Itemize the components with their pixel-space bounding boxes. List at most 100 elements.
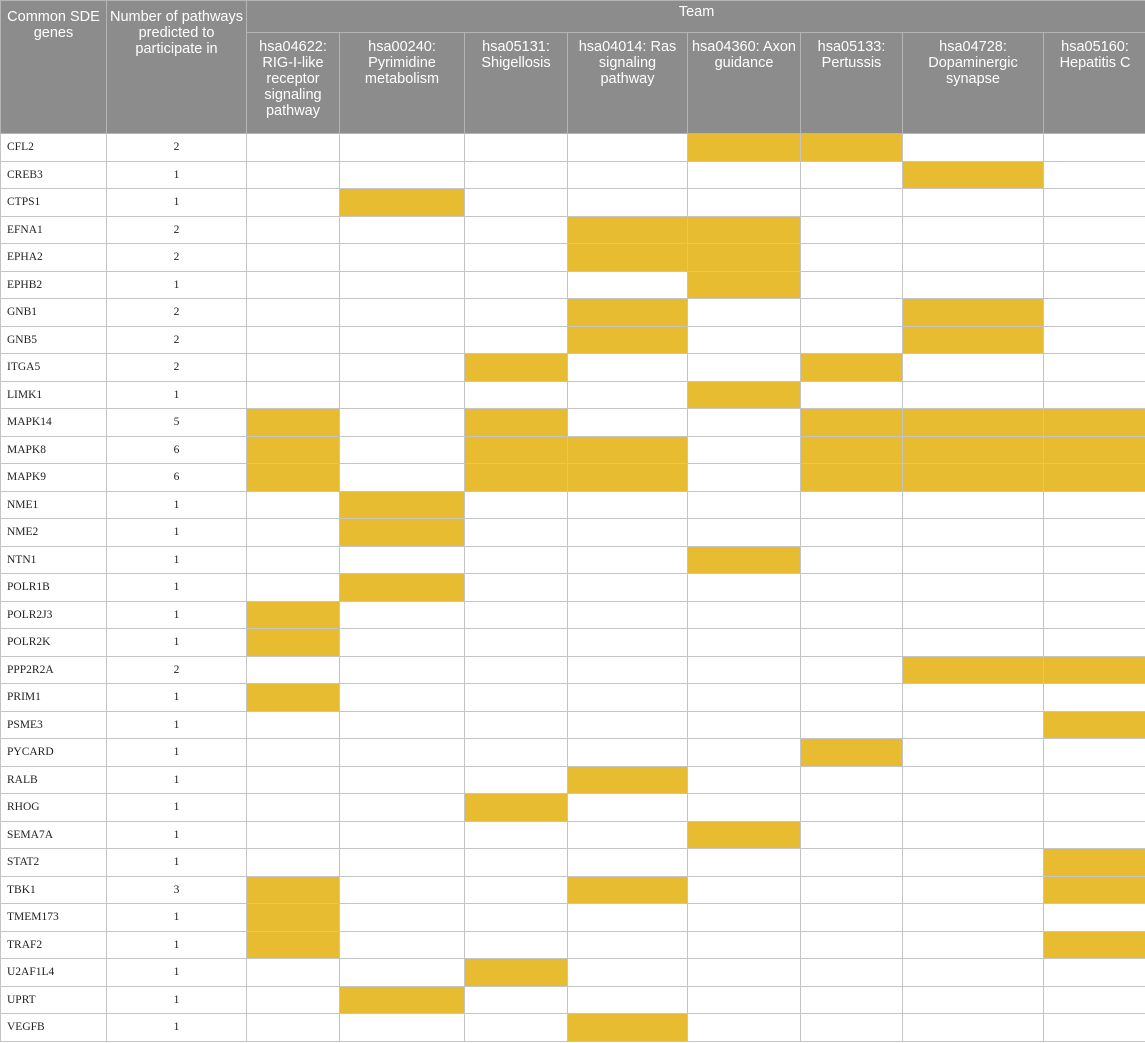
count-cell: 1: [106, 600, 247, 629]
empty-cell: [687, 490, 801, 519]
gene-cell: POLR1B: [0, 573, 107, 602]
highlighted-cell: [1042, 435, 1145, 464]
empty-cell: [464, 243, 568, 272]
empty-cell: [246, 710, 340, 739]
highlighted-cell: [464, 463, 568, 492]
table-row: TRAF2 1: [0, 930, 1145, 959]
empty-cell: [800, 298, 903, 327]
empty-cell: [567, 160, 688, 189]
table-row: UPRT 1: [0, 985, 1145, 1014]
table-row: NTN1 1: [0, 545, 1145, 574]
empty-cell: [1042, 215, 1145, 244]
empty-cell: [902, 985, 1044, 1014]
table-body: CFL2 2 CREB3 1 CTPS1 1 EFNA1 2 EPHA2 2 EPHB2 1 GNB1 2…: [0, 133, 1145, 1042]
highlighted-cell: [339, 985, 465, 1014]
empty-cell: [687, 628, 801, 657]
highlighted-cell: [464, 958, 568, 987]
count-cell: 1: [106, 573, 247, 602]
highlighted-cell: [687, 215, 801, 244]
empty-cell: [246, 793, 340, 822]
gene-cell: RALB: [0, 765, 107, 794]
empty-cell: [567, 628, 688, 657]
empty-cell: [339, 903, 465, 932]
empty-cell: [1042, 600, 1145, 629]
table-row: EFNA1 2: [0, 215, 1145, 244]
empty-cell: [687, 408, 801, 437]
table-row: NME2 1: [0, 518, 1145, 547]
empty-cell: [1042, 133, 1145, 162]
empty-cell: [464, 930, 568, 959]
empty-cell: [1042, 738, 1145, 767]
empty-cell: [339, 793, 465, 822]
gene-cell: TMEM173: [0, 903, 107, 932]
highlighted-cell: [1042, 930, 1145, 959]
pathway-header: hsa04622: RIG-I-like receptor signaling …: [246, 32, 340, 134]
highlighted-cell: [687, 545, 801, 574]
empty-cell: [800, 655, 903, 684]
count-cell: 3: [106, 875, 247, 904]
empty-cell: [902, 628, 1044, 657]
count-cell: 6: [106, 463, 247, 492]
gene-cell: PPP2R2A: [0, 655, 107, 684]
empty-cell: [567, 930, 688, 959]
empty-cell: [246, 545, 340, 574]
empty-cell: [687, 738, 801, 767]
count-cell: 2: [106, 133, 247, 162]
empty-cell: [687, 930, 801, 959]
empty-cell: [902, 765, 1044, 794]
count-cell: 2: [106, 655, 247, 684]
gene-cell: NME1: [0, 490, 107, 519]
empty-cell: [339, 930, 465, 959]
empty-cell: [1042, 353, 1145, 382]
empty-cell: [800, 710, 903, 739]
empty-cell: [687, 985, 801, 1014]
empty-cell: [246, 133, 340, 162]
empty-cell: [800, 573, 903, 602]
empty-cell: [567, 848, 688, 877]
empty-cell: [1042, 628, 1145, 657]
empty-cell: [464, 188, 568, 217]
empty-cell: [339, 738, 465, 767]
gene-cell: CTPS1: [0, 188, 107, 217]
empty-cell: [464, 628, 568, 657]
empty-cell: [902, 738, 1044, 767]
empty-cell: [687, 793, 801, 822]
empty-cell: [1042, 298, 1145, 327]
empty-cell: [687, 160, 801, 189]
highlighted-cell: [902, 435, 1044, 464]
highlighted-cell: [567, 298, 688, 327]
empty-cell: [567, 985, 688, 1014]
empty-cell: [800, 985, 903, 1014]
empty-cell: [339, 628, 465, 657]
highlighted-cell: [687, 270, 801, 299]
highlighted-cell: [800, 133, 903, 162]
highlighted-cell: [1042, 848, 1145, 877]
gene-cell: VEGFB: [0, 1013, 107, 1042]
empty-cell: [687, 325, 801, 354]
empty-cell: [339, 380, 465, 409]
count-cell: 1: [106, 160, 247, 189]
empty-cell: [246, 655, 340, 684]
empty-cell: [567, 353, 688, 382]
empty-cell: [339, 270, 465, 299]
highlighted-cell: [567, 325, 688, 354]
highlighted-cell: [902, 408, 1044, 437]
empty-cell: [339, 683, 465, 712]
table-header: Common SDE genes Number of pathways pred…: [0, 0, 1145, 134]
empty-cell: [902, 1013, 1044, 1042]
empty-cell: [567, 710, 688, 739]
empty-cell: [1042, 573, 1145, 602]
count-cell: 1: [106, 958, 247, 987]
gene-cell: GNB5: [0, 325, 107, 354]
gene-cell: CREB3: [0, 160, 107, 189]
table-row: PSME3 1: [0, 710, 1145, 739]
highlighted-cell: [464, 793, 568, 822]
empty-cell: [567, 490, 688, 519]
empty-cell: [902, 573, 1044, 602]
count-cell: 1: [106, 848, 247, 877]
empty-cell: [800, 243, 903, 272]
highlighted-cell: [902, 325, 1044, 354]
empty-cell: [800, 215, 903, 244]
empty-cell: [687, 903, 801, 932]
